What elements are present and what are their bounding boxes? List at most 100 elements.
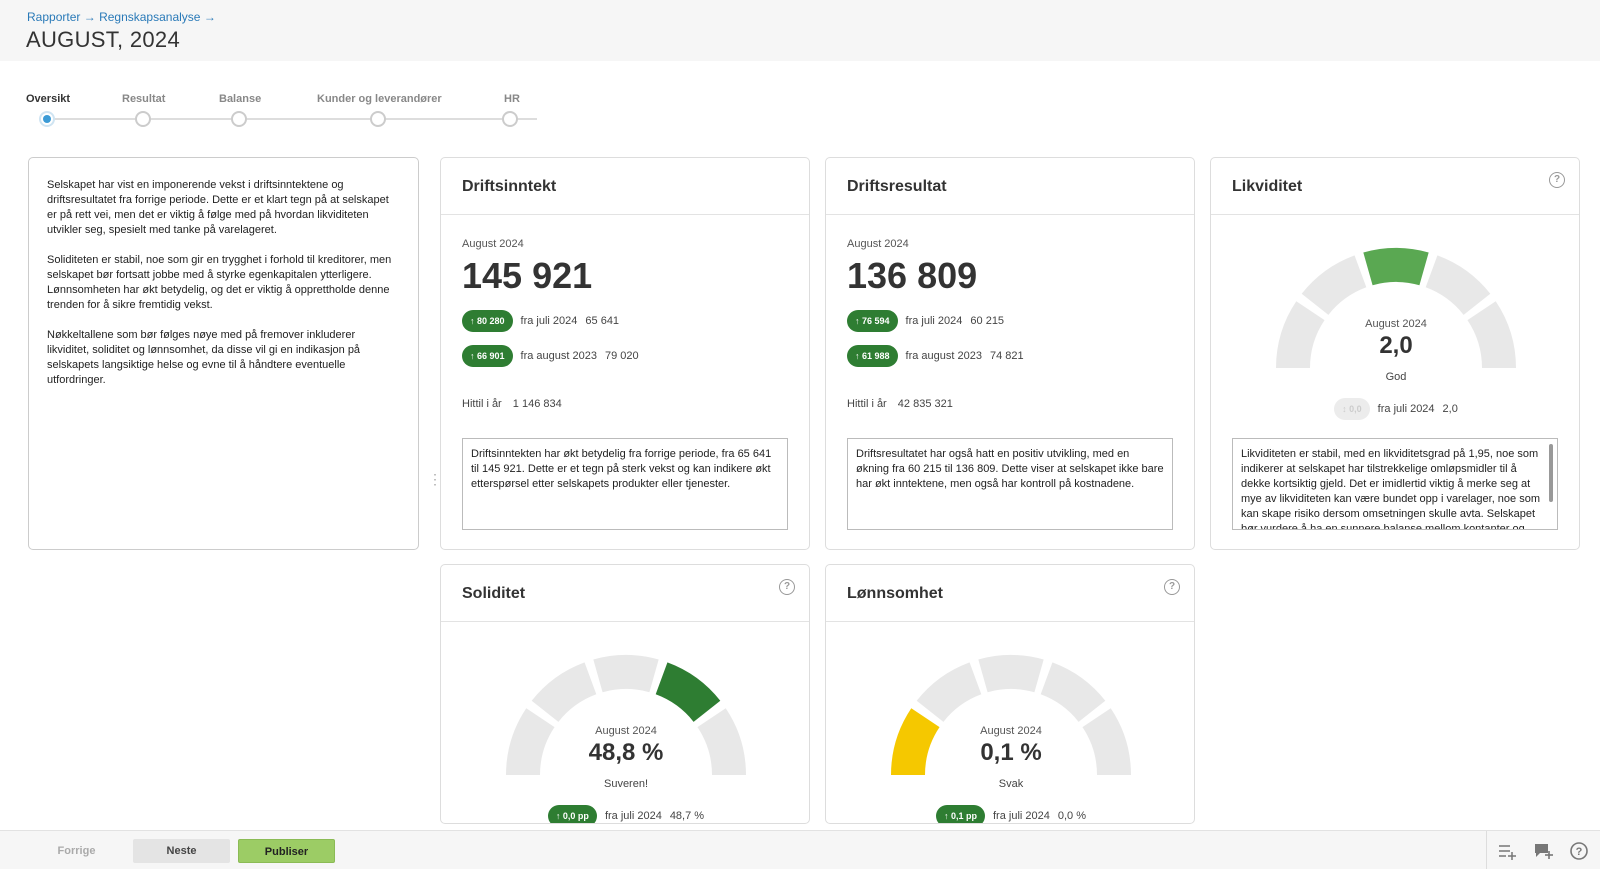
comparison-value: 74 821 — [989, 350, 1024, 362]
gauge-rating: Suveren! — [603, 778, 649, 790]
gauge-segment-4 — [1425, 255, 1491, 315]
publish-button[interactable]: Publiser — [238, 839, 335, 863]
gauge-segment-3 — [978, 655, 1044, 693]
gauge-rating: God — [1385, 371, 1407, 383]
comparison-label: fra juli 2024 — [604, 810, 662, 822]
comparison-label: fra juli 2024 — [993, 810, 1050, 822]
summary-paragraph: Nøkkeltallene som bør følges nøye med på… — [47, 329, 361, 386]
step-label: HR — [504, 93, 520, 105]
comparison-prev-month: ↑ 80 280 fra juli 2024 65 641 — [462, 310, 619, 332]
next-button[interactable]: Neste — [133, 839, 230, 863]
card-driftsinntekt: Driftsinntekt August 2024 145 921 ↑ 80 2… — [440, 157, 810, 550]
step-oversikt[interactable]: Oversikt — [26, 93, 71, 127]
comparison-value: 0,0 % — [1057, 810, 1087, 822]
gauge-segment-2 — [916, 662, 982, 722]
step-dot — [502, 111, 518, 127]
change-badge: ↑ 80 280 — [462, 310, 513, 332]
step-label: Kunder og leverandører — [317, 93, 442, 105]
step-label: Resultat — [122, 93, 166, 105]
ytd-value: 42 835 321 — [897, 398, 953, 410]
main-value: 136 809 — [847, 255, 978, 296]
resize-handle-icon[interactable]: ⋮ — [428, 471, 442, 487]
change-badge: ↑ 76 594 — [847, 310, 898, 332]
gauge-value: 48,8 % — [588, 739, 664, 766]
breadcrumb-item-rapporter[interactable]: Rapporter — [27, 10, 81, 24]
gauge-segment-5 — [1082, 708, 1131, 775]
gauge-likviditet — [1276, 248, 1516, 368]
gauge-segment-2 — [531, 662, 597, 722]
year-to-date: Hittil i år 1 146 834 — [462, 398, 562, 410]
help-icon[interactable]: ? — [779, 579, 795, 595]
summary-text-box[interactable]: Selskapet har vist en imponerende vekst … — [28, 157, 419, 550]
gauge-comparison: ↕ 0,0 fra juli 2024 2,0 — [1211, 398, 1579, 420]
step-kunder-og-leverandorer[interactable]: Kunder og leverandører — [317, 93, 442, 127]
previous-button[interactable]: Forrige — [57, 845, 96, 857]
help-icon[interactable]: ? — [1164, 579, 1180, 595]
gauge-segment-5 — [697, 708, 746, 775]
gauge-lonnsomhet — [891, 655, 1131, 775]
card-title: Lønnsomhet — [826, 565, 1194, 622]
add-comment-icon[interactable] — [1533, 841, 1553, 861]
help-icon[interactable]: ? — [1549, 172, 1565, 188]
gauge-comparison: ↑ 0,0 pp fra juli 2024 48,7 % — [441, 805, 809, 823]
year-to-date: Hittil i år 42 835 321 — [847, 398, 953, 410]
gauge-segment-2 — [1301, 255, 1367, 315]
step-label: Oversikt — [26, 93, 71, 105]
card-lonnsomhet: Lønnsomhet ? August 2024 0,1 % Svak ↑ 0,… — [825, 564, 1195, 824]
breadcrumb-item-regnskapsanalyse[interactable]: Regnskapsanalyse — [99, 10, 201, 24]
comparison-value: 2,0 — [1442, 403, 1458, 415]
help-circle-icon[interactable]: ? — [1569, 841, 1589, 861]
comment-text: Likviditeten er stabil, med en likvidite… — [1241, 448, 1540, 530]
comment-textarea[interactable]: Likviditeten er stabil, med en likvidite… — [1232, 438, 1558, 530]
gauge-period: August 2024 — [1365, 318, 1427, 330]
step-hr[interactable]: HR — [502, 93, 520, 127]
gauge-segment-1 — [506, 708, 555, 775]
gauge-segment-1 — [1276, 301, 1325, 368]
gauge-period: August 2024 — [980, 725, 1042, 737]
comparison-prev-month: ↑ 76 594 fra juli 2024 60 215 — [847, 310, 1004, 332]
step-dot — [370, 111, 386, 127]
section-stepper: Oversikt Resultat Balanse Kunder og leve… — [26, 93, 546, 133]
footer-divider — [1486, 831, 1487, 869]
step-resultat[interactable]: Resultat — [122, 93, 166, 127]
svg-text:?: ? — [1576, 846, 1583, 858]
comparison-label: fra august 2023 — [520, 350, 597, 362]
period-label: August 2024 — [847, 238, 909, 250]
period-label: August 2024 — [462, 238, 524, 250]
step-dot — [135, 111, 151, 127]
textarea-scrollbar[interactable] — [1549, 444, 1553, 502]
gauge-segment-1 — [891, 708, 940, 775]
comparison-prev-year: ↑ 66 901 fra august 2023 79 020 — [462, 345, 639, 367]
card-title: Soliditet — [441, 565, 809, 622]
gauge-segment-4 — [655, 662, 721, 722]
comparison-label: fra juli 2024 — [905, 315, 963, 327]
page-header: Rapporter → Regnskapsanalyse → AUGUST, 2… — [0, 0, 1600, 61]
add-to-list-icon[interactable] — [1497, 841, 1517, 861]
breadcrumb-separator: → — [203, 10, 216, 24]
comparison-prev-year: ↑ 61 988 fra august 2023 74 821 — [847, 345, 1024, 367]
gauge-period: August 2024 — [595, 725, 657, 737]
gauge-segment-4 — [1040, 662, 1106, 722]
gauge-rating: Svak — [998, 778, 1024, 790]
gauge-value: 2,0 — [1379, 332, 1413, 359]
gauge-segment-3 — [1363, 248, 1429, 286]
comparison-label: fra juli 2024 — [520, 315, 578, 327]
comment-textarea[interactable]: Driftsresultatet har også hatt en positi… — [847, 438, 1173, 530]
card-driftsresultat: Driftsresultat August 2024 136 809 ↑ 76 … — [825, 157, 1195, 550]
card-soliditet: Soliditet ? August 2024 48,8 % Suveren! … — [440, 564, 810, 824]
gauge-soliditet — [506, 655, 746, 775]
summary-paragraph: Soliditeten er stabil, noe som gir en tr… — [47, 254, 392, 311]
comment-textarea[interactable]: Driftsinntekten har økt betydelig fra fo… — [462, 438, 788, 530]
step-balanse[interactable]: Balanse — [219, 93, 262, 127]
step-label: Balanse — [219, 93, 262, 105]
change-badge: ↑ 0,0 pp — [547, 805, 597, 823]
step-dot — [231, 111, 247, 127]
change-badge: ↑ 0,1 pp — [935, 805, 985, 823]
change-badge: ↑ 61 988 — [847, 345, 898, 367]
gauge-comparison: ↑ 0,1 pp fra juli 2024 0,0 % — [826, 805, 1194, 823]
gauge-value: 0,1 % — [980, 739, 1042, 766]
page-title: AUGUST, 2024 — [26, 27, 181, 52]
card-title: Driftsresultat — [826, 158, 1194, 215]
ytd-label: Hittil i år — [462, 398, 502, 410]
gauge-segment-5 — [1467, 301, 1516, 368]
